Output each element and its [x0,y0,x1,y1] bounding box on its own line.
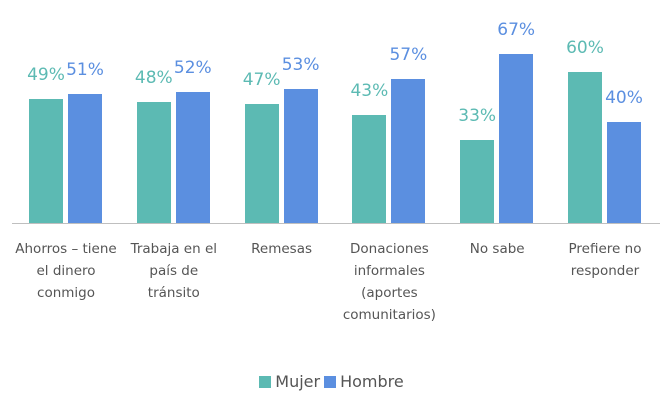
bar [68,94,102,223]
data-label: 67% [497,20,536,40]
data-label: 51% [66,60,104,81]
bar [283,89,318,223]
data-label: 33% [458,105,497,126]
bar [29,99,63,223]
legend-swatch [259,375,272,388]
bar [568,71,602,223]
data-label: 49% [27,65,65,86]
baseline [12,223,660,224]
legend-label: Hombre [340,372,404,391]
x-tick-label: Trabaja en el país de tránsito [130,241,218,301]
x-tick-label: Donaciones informales (aportes comunitar… [342,241,436,323]
legend: Mujer Hombre [0,372,663,392]
bar [244,104,279,223]
bar [352,114,387,223]
x-tick-label: No sabe [469,241,525,257]
x-tick-label: Remesas [251,241,313,257]
bar [499,54,534,223]
bar [460,139,495,223]
data-label: 47% [242,70,281,91]
bar [391,79,426,223]
x-tick-label: Ahorros – tiene el dinero conmigo [15,241,117,301]
data-label: 60% [566,37,604,58]
x-tick-label: Prefiere no responder [568,241,642,279]
data-label: 52% [173,57,212,78]
legend-label: Mujer [275,372,321,391]
bar [607,122,641,223]
legend-item: Mujer [259,372,320,391]
data-label: 40% [605,88,643,109]
bar [136,101,171,223]
bar [175,91,210,223]
data-label: 53% [281,55,320,76]
data-label: 57% [389,45,428,66]
data-label: 43% [350,80,389,101]
data-label: 48% [134,67,173,88]
legend-swatch [324,375,337,388]
legend-item: Hombre [324,372,404,391]
